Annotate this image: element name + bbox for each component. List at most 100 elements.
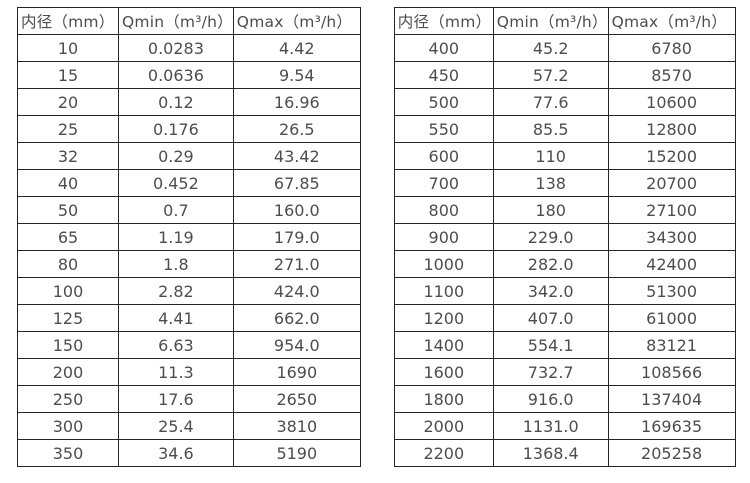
table-row: 1000 282.0 42400 (393, 250, 736, 278)
table-cell: 100 (17, 277, 119, 305)
table-cell: 900 (393, 223, 494, 251)
table-row: 1100 342.0 51300 (393, 277, 736, 305)
table-cell: 2200 (393, 439, 494, 467)
column-header-qmax: Qmax（m³/h） (607, 7, 736, 35)
table-row: 700 138 20700 (393, 169, 736, 197)
table-cell: 25.4 (118, 412, 234, 440)
table-cell: 110 (492, 142, 609, 170)
table-row: 2200 1368.4 205258 (393, 439, 736, 467)
table-cell: 45.2 (492, 34, 609, 62)
table-row: 32 0.29 43.42 (17, 142, 361, 170)
table-cell: 407.0 (492, 304, 609, 332)
table-row: 250 17.6 2650 (17, 385, 361, 413)
table-row: 20 0.12 16.96 (17, 88, 361, 116)
table-cell: 150 (17, 331, 119, 359)
table-cell: 10600 (607, 88, 736, 116)
table-row: 300 25.4 3810 (17, 412, 361, 440)
table-cell: 67.85 (232, 169, 361, 197)
table-row: 550 85.5 12800 (393, 115, 736, 143)
column-header-qmin: Qmin（m³/h） (118, 7, 234, 35)
table-cell: 500 (393, 88, 494, 116)
table-body: 10 0.0283 4.42 15 0.0636 9.54 20 0.12 16.96 25 0.1… (17, 34, 361, 467)
table-row: 200 11.3 1690 (17, 358, 361, 386)
table-cell: 180 (492, 196, 609, 224)
table-row: 350 34.6 5190 (17, 439, 361, 467)
table-cell: 400 (393, 34, 494, 62)
table-cell: 800 (393, 196, 494, 224)
table-cell: 4.42 (232, 34, 361, 62)
table-row: 100 2.82 424.0 (17, 277, 361, 305)
table-cell: 32 (17, 142, 119, 170)
table-row: 65 1.19 179.0 (17, 223, 361, 251)
table-row: 900 229.0 34300 (393, 223, 736, 251)
table-row: 600 110 15200 (393, 142, 736, 170)
table-cell: 0.0283 (118, 34, 234, 62)
table-cell: 169635 (607, 412, 736, 440)
table-cell: 1690 (232, 358, 361, 386)
table-cell: 1400 (393, 331, 494, 359)
table-cell: 0.7 (118, 196, 234, 224)
table-cell: 108566 (607, 358, 736, 386)
table-cell: 20700 (607, 169, 736, 197)
table-cell: 43.42 (232, 142, 361, 170)
table-cell: 271.0 (232, 250, 361, 278)
table-cell: 550 (393, 115, 494, 143)
flow-table-small-diameters: 内径（mm） Qmin（m³/h） Qmax（m³/h） 10 0.0283 4.4… (17, 7, 361, 467)
table-cell: 1800 (393, 385, 494, 413)
table-cell: 350 (17, 439, 119, 467)
table-cell: 300 (17, 412, 119, 440)
table-cell: 282.0 (492, 250, 609, 278)
table-cell: 12800 (607, 115, 736, 143)
table-row: 40 0.452 67.85 (17, 169, 361, 197)
table-cell: 0.29 (118, 142, 234, 170)
table-row: 50 0.7 160.0 (17, 196, 361, 224)
table-cell: 554.1 (492, 331, 609, 359)
table-cell: 50 (17, 196, 119, 224)
table-cell: 51300 (607, 277, 736, 305)
table-cell: 26.5 (232, 115, 361, 143)
table-cell: 1200 (393, 304, 494, 332)
table-cell: 250 (17, 385, 119, 413)
table-cell: 34.6 (118, 439, 234, 467)
table-cell: 137404 (607, 385, 736, 413)
table-cell: 11.3 (118, 358, 234, 386)
table-row: 1600 732.7 108566 (393, 358, 736, 386)
column-header-qmax: Qmax（m³/h） (232, 7, 361, 35)
table-cell: 125 (17, 304, 119, 332)
table-cell: 160.0 (232, 196, 361, 224)
table-cell: 6.63 (118, 331, 234, 359)
table-cell: 17.6 (118, 385, 234, 413)
table-row: 25 0.176 26.5 (17, 115, 361, 143)
table-row: 450 57.2 8570 (393, 61, 736, 89)
table-cell: 916.0 (492, 385, 609, 413)
table-cell: 16.96 (232, 88, 361, 116)
table-cell: 8570 (607, 61, 736, 89)
table-cell: 20 (17, 88, 119, 116)
table-cell: 27100 (607, 196, 736, 224)
table-cell: 85.5 (492, 115, 609, 143)
table-cell: 2650 (232, 385, 361, 413)
table-cell: 6780 (607, 34, 736, 62)
table-cell: 179.0 (232, 223, 361, 251)
table-body: 400 45.2 6780 450 57.2 8570 500 77.6 10600 550 85.… (393, 34, 736, 467)
table-cell: 1100 (393, 277, 494, 305)
table-cell: 15200 (607, 142, 736, 170)
table-row: 80 1.8 271.0 (17, 250, 361, 278)
table-cell: 138 (492, 169, 609, 197)
table-cell: 662.0 (232, 304, 361, 332)
table-cell: 1131.0 (492, 412, 609, 440)
table-cell: 732.7 (492, 358, 609, 386)
table-cell: 0.176 (118, 115, 234, 143)
table-cell: 42400 (607, 250, 736, 278)
table-cell: 1.19 (118, 223, 234, 251)
column-header-inner-diameter: 内径（mm） (393, 7, 494, 35)
table-cell: 77.6 (492, 88, 609, 116)
table-cell: 25 (17, 115, 119, 143)
table-cell: 65 (17, 223, 119, 251)
table-row: 2000 1131.0 169635 (393, 412, 736, 440)
table-cell: 1000 (393, 250, 494, 278)
table-cell: 5190 (232, 439, 361, 467)
table-row: 1400 554.1 83121 (393, 331, 736, 359)
table-cell: 9.54 (232, 61, 361, 89)
table-cell: 205258 (607, 439, 736, 467)
